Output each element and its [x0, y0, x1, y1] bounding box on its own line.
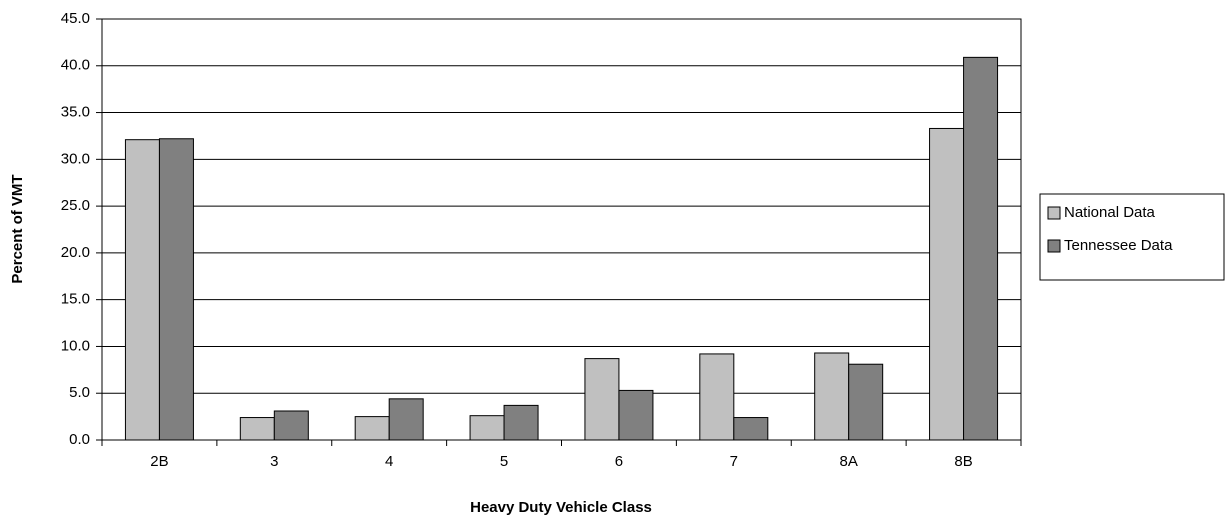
y-tick-label: 15.0: [61, 291, 90, 308]
bar: [733, 417, 769, 441]
y-tick-label: 10.0: [61, 337, 90, 354]
y-tick-label: 20.0: [61, 244, 90, 261]
y-tick-label: 30.0: [61, 150, 90, 167]
legend-label: Tennessee Data: [1064, 237, 1173, 254]
legend-box: [1039, 193, 1225, 281]
legend-swatch: [1047, 206, 1061, 220]
bar: [158, 138, 194, 441]
bar: [354, 416, 390, 441]
y-tick-label: 25.0: [61, 197, 90, 214]
bar: [273, 410, 309, 441]
x-tick-label: 3: [270, 453, 278, 470]
x-tick-label: 4: [385, 453, 393, 470]
bar: [584, 358, 620, 441]
bar: [814, 352, 850, 441]
x-tick-label: 8A: [840, 453, 858, 470]
y-tick-label: 40.0: [61, 57, 90, 74]
x-tick-label: 8B: [954, 453, 972, 470]
bar: [963, 56, 999, 441]
legend-swatch: [1047, 239, 1061, 253]
bar: [239, 417, 275, 441]
y-tick-label: 0.0: [69, 431, 90, 448]
bar: [618, 389, 654, 441]
y-axis-label: Percent of VMT: [9, 174, 26, 283]
bar: [469, 415, 505, 441]
bar: [503, 404, 539, 441]
x-axis-label: Heavy Duty Vehicle Class: [470, 499, 652, 516]
y-tick-label: 5.0: [69, 384, 90, 401]
x-tick-label: 5: [500, 453, 508, 470]
x-tick-label: 2B: [150, 453, 168, 470]
bar: [388, 398, 424, 441]
bar: [848, 363, 884, 441]
x-tick-label: 7: [730, 453, 738, 470]
y-tick-label: 45.0: [61, 10, 90, 27]
bar: [124, 139, 160, 441]
bar: [699, 353, 735, 441]
x-tick-label: 6: [615, 453, 623, 470]
bar: [929, 127, 965, 441]
y-tick-label: 35.0: [61, 104, 90, 121]
legend-label: National Data: [1064, 204, 1156, 221]
